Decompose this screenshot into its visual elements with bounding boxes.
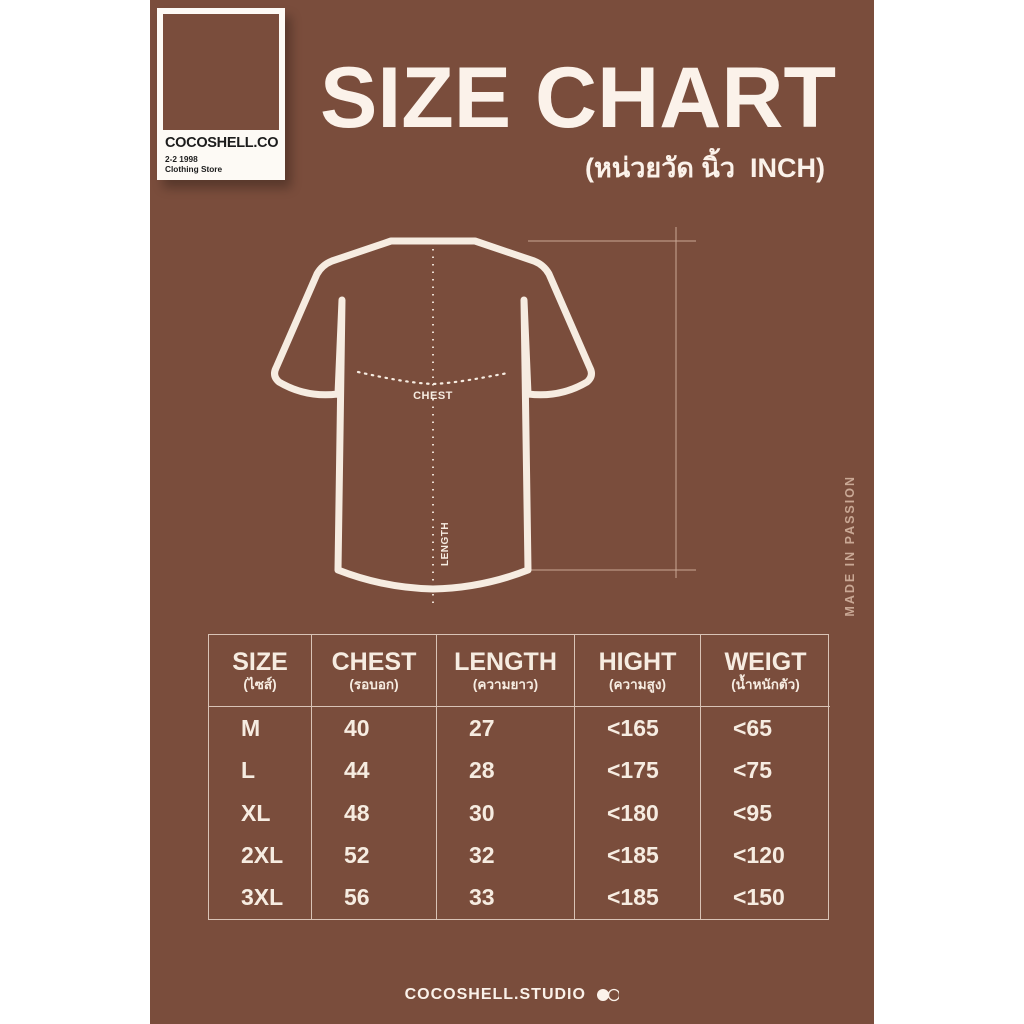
svg-text:CHEST: CHEST	[413, 390, 453, 402]
svg-text:LENGTH: LENGTH	[440, 522, 451, 566]
